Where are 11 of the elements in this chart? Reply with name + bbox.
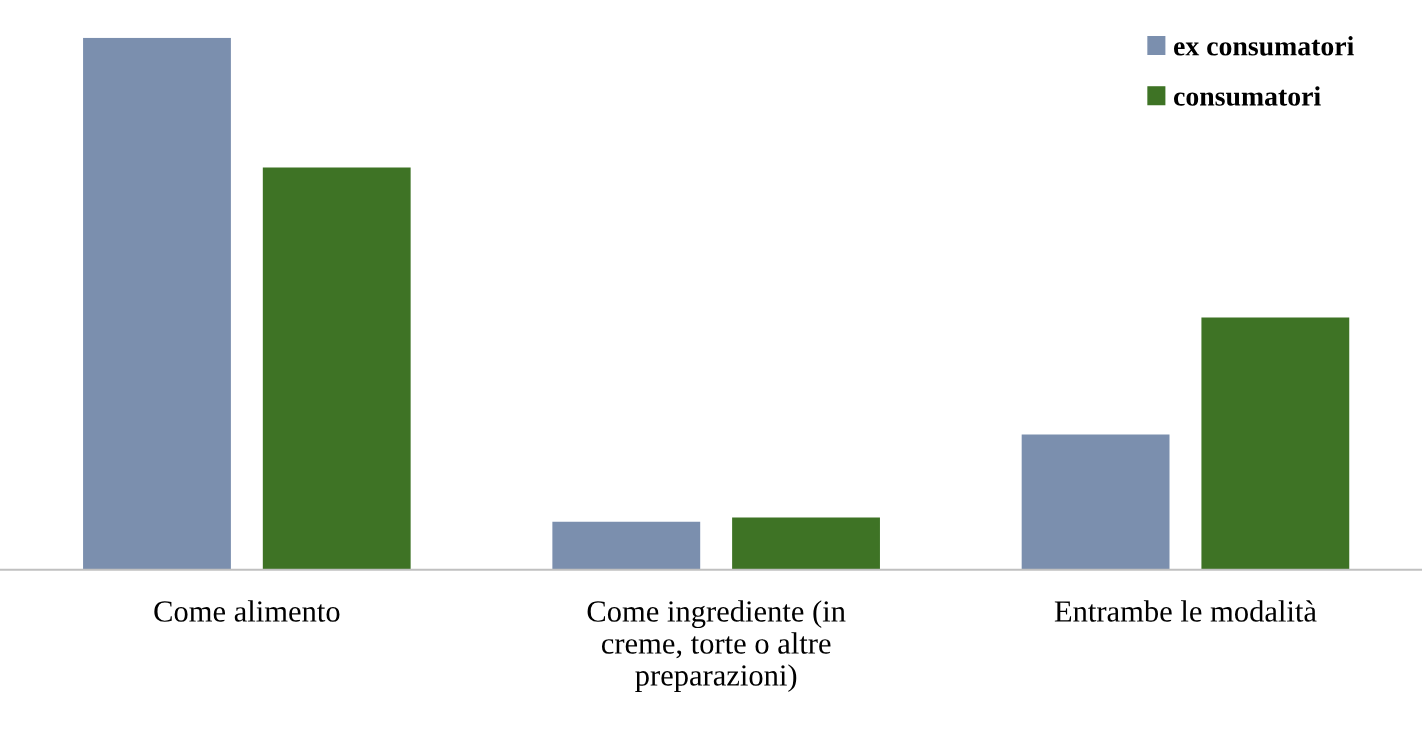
x-tick-label: Come alimento: [154, 600, 340, 622]
bar: [83, 37, 231, 570]
bar: [1021, 434, 1170, 570]
legend-label: ex consumatori: [1173, 36, 1354, 56]
x-tick-label: Entrambe le modalità: [1054, 600, 1317, 622]
bar: [732, 517, 880, 570]
legend-label: consumatori: [1173, 86, 1321, 106]
bar: [262, 167, 411, 570]
bar: [1201, 317, 1350, 570]
x-tick-label: Come ingrediente (in creme, torte o altre preparazioni): [587, 600, 846, 692]
bar: [552, 521, 701, 570]
